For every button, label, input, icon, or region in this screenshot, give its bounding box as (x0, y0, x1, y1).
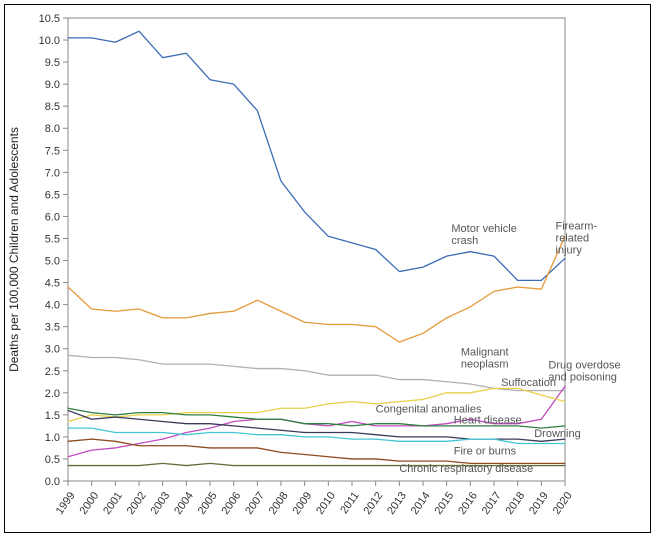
y-tick-label: 10.5 (39, 13, 60, 25)
label-chronic-respiratory-disease: Chronic respiratory disease (399, 463, 533, 475)
series-firearm-related-injury (68, 236, 565, 342)
y-tick-label: 5.5 (45, 233, 60, 245)
series-drowning (68, 428, 565, 443)
plot-frame (68, 18, 565, 481)
y-tick-label: 2.0 (45, 388, 60, 400)
y-tick-label: 3.5 (45, 322, 60, 334)
label-malignant-neoplasm: Malignantneoplasm (461, 346, 509, 370)
label-fire-or-burns: Fire or burns (454, 446, 517, 458)
y-tick-label: 6.5 (45, 189, 60, 201)
x-tick-label: 2017 (480, 490, 504, 517)
y-tick-label: 9.5 (45, 57, 60, 69)
label-firearm-related-injury: Firearm-relatedinjury (556, 221, 598, 257)
x-tick-label: 2020 (551, 490, 575, 517)
x-tick-label: 2018 (503, 490, 527, 517)
x-tick-label: 2011 (338, 490, 361, 516)
x-tick-label: 2007 (243, 490, 267, 517)
x-tick-label: 2014 (409, 490, 433, 517)
x-tick-label: 2000 (77, 490, 101, 517)
x-tick-label: 2009 (290, 490, 314, 517)
chart-container: 0.0 0.5 1.0 1.5 2.0 2.5 3.0 3.5 4.0 4.5 5.0 5.5 6.0 6… (0, 0, 655, 537)
x-tick-label: 2010 (314, 490, 338, 517)
x-tick-label: 2003 (148, 490, 172, 517)
y-tick-label: 4.0 (45, 300, 60, 312)
x-tick-label: 2013 (385, 490, 409, 517)
x-tick-label: 2008 (267, 490, 291, 517)
y-axis: 0.0 0.5 1.0 1.5 2.0 2.5 3.0 3.5 4.0 4.5 5.0 5.5 6.0 6… (39, 13, 68, 488)
x-axis: 1999200020012002200320042005200620072008… (54, 481, 575, 517)
x-tick-label: 1999 (54, 490, 78, 517)
x-tick-label: 2015 (432, 490, 456, 517)
x-tick-label: 2016 (456, 490, 480, 517)
y-tick-label: 3.0 (45, 344, 60, 356)
y-tick-label: 1.0 (45, 432, 60, 444)
y-tick-label: 6.0 (45, 211, 60, 223)
series-motor-vehicle-crash (68, 31, 565, 280)
y-tick-label: 4.5 (45, 278, 60, 290)
y-tick-label: 9.0 (45, 79, 60, 91)
y-tick-label: 8.5 (45, 101, 60, 113)
y-tick-label: 0.5 (45, 454, 60, 466)
label-suffocation: Suffocation (501, 377, 556, 389)
x-tick-label: 2005 (196, 490, 220, 517)
y-tick-label: 2.5 (45, 366, 60, 378)
x-tick-label: 2002 (125, 490, 149, 517)
series-group (68, 31, 565, 465)
y-tick-label: 7.5 (45, 145, 60, 157)
x-tick-label: 2019 (527, 490, 551, 517)
x-tick-label: 2001 (101, 490, 125, 517)
label-motor-vehicle-crash: Motor vehiclecrash (451, 223, 516, 247)
y-tick-label: 5.0 (45, 256, 60, 268)
line-chart: 0.0 0.5 1.0 1.5 2.0 2.5 3.0 3.5 4.0 4.5 5.0 5.5 6.0 6… (0, 0, 655, 537)
label-drug-overdose-and-poisoning: Drug overdoseand poisoning (548, 360, 620, 384)
x-tick-label: 2012 (361, 490, 385, 517)
x-tick-label: 2006 (219, 490, 243, 517)
y-tick-label: 10.0 (39, 35, 60, 47)
label-heart-disease: Heart disease (454, 415, 522, 427)
label-drowning: Drowning (534, 428, 580, 440)
y-tick-label: 8.0 (45, 123, 60, 135)
y-axis-label: Deaths per 100,000 Children and Adolesce… (7, 127, 21, 372)
y-tick-label: 0.0 (45, 476, 60, 488)
x-tick-label: 2004 (172, 490, 196, 517)
y-tick-label: 1.5 (45, 410, 60, 422)
y-tick-label: 7.0 (45, 167, 60, 179)
